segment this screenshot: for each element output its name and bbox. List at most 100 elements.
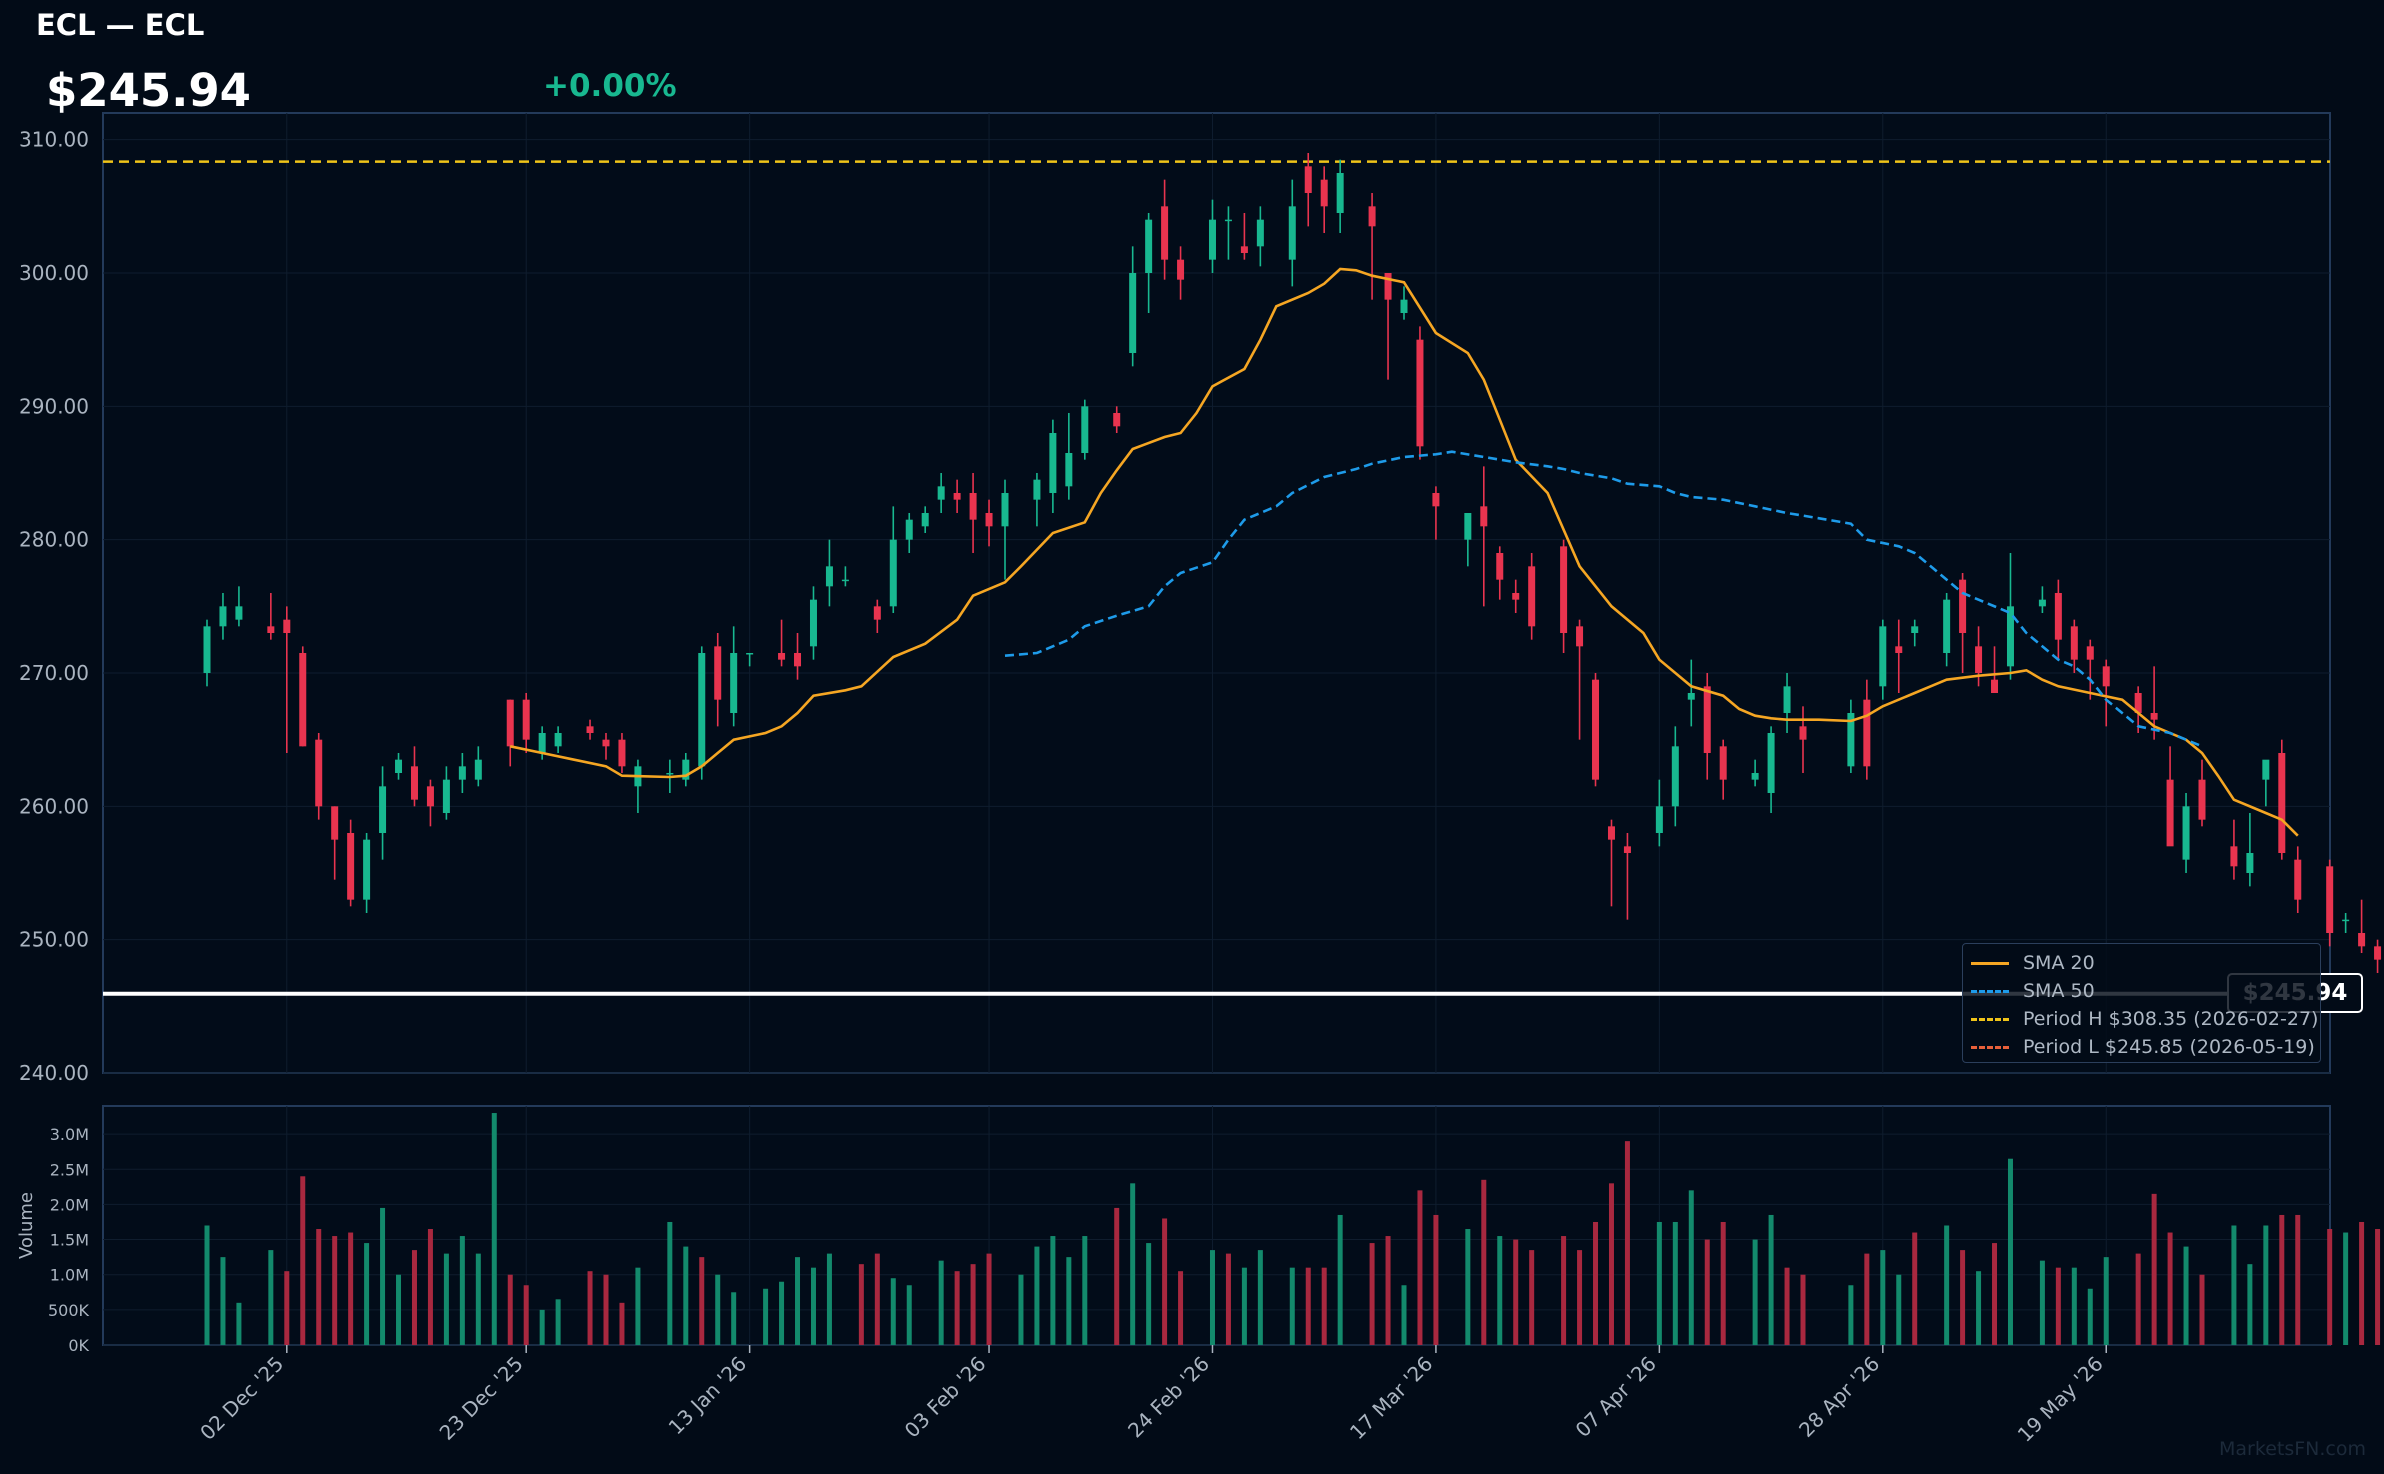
- candle-body-down: [347, 833, 355, 900]
- volume-tick-label: 500K: [48, 1301, 90, 1320]
- volume-bar-down: [1561, 1236, 1567, 1345]
- volume-bar-up: [779, 1281, 785, 1345]
- price-panel: 240.00 250.00 260.00 270.00 280.00 290.00 300.…: [19, 112, 2382, 1085]
- candle-body-up: [2182, 806, 2190, 860]
- volume-bar-down: [1577, 1250, 1583, 1345]
- candle-body-down: [2054, 593, 2062, 640]
- volume-bar-up: [1146, 1243, 1152, 1345]
- candle-body-down: [410, 766, 418, 800]
- volume-bar-down: [411, 1250, 417, 1345]
- volume-bar-up: [2007, 1158, 2013, 1345]
- candle-body-down: [1177, 259, 1185, 280]
- candle-body-up: [235, 606, 243, 620]
- candle-body-down: [506, 699, 514, 747]
- volume-bar-up: [1066, 1257, 1072, 1345]
- volume-bar-up: [1130, 1183, 1136, 1345]
- candle-body-up: [1081, 406, 1089, 453]
- legend-label: SMA 20: [2023, 952, 2095, 974]
- volume-bar-up: [1672, 1221, 1678, 1345]
- price-tick-label: 260.00: [19, 794, 89, 818]
- chart-title: ECL — ECL: [36, 8, 205, 42]
- x-axis: 02 Dec '25 23 Dec '25 13 Jan '26 03 Feb '26…: [195, 1345, 2108, 1447]
- volume-bar-down: [284, 1271, 290, 1345]
- volume-bar-up: [763, 1288, 769, 1345]
- volume-bar-down: [874, 1253, 880, 1345]
- candle-body-up: [1224, 219, 1232, 222]
- candle-body-down: [778, 653, 786, 660]
- volume-bar-up: [1241, 1267, 1247, 1345]
- candle-body-up: [363, 839, 371, 900]
- volume-bar-down: [1513, 1239, 1519, 1345]
- candle-body-up: [379, 786, 387, 833]
- candle-body-up: [2262, 759, 2270, 780]
- volume-bar-up: [1082, 1236, 1088, 1345]
- volume-bar-up: [1209, 1250, 1215, 1345]
- candle-body-down: [1304, 166, 1312, 193]
- candle-body-up: [1256, 219, 1264, 247]
- volume-bar-down: [348, 1232, 354, 1345]
- x-tick-label: 07 Apr '26: [1571, 1352, 1661, 1442]
- volume-bar-up: [683, 1246, 689, 1345]
- volume-bar-up: [810, 1267, 816, 1345]
- current-price: $245.94: [46, 64, 251, 117]
- candle-body-up: [889, 539, 897, 607]
- volume-bar-down: [316, 1229, 322, 1345]
- volume-bar-up: [236, 1302, 242, 1345]
- volume-bar-up: [2103, 1257, 2109, 1345]
- volume-bar-up: [1034, 1246, 1040, 1345]
- x-tick-label: 17 Mar '26: [1345, 1352, 1438, 1445]
- volume-bar-up: [1880, 1250, 1886, 1345]
- volume-bar-up: [1337, 1214, 1343, 1345]
- volume-bar-down: [1992, 1243, 1998, 1345]
- candle-body-down: [299, 653, 307, 747]
- candle-body-down: [2134, 693, 2142, 713]
- volume-bar-down: [1114, 1207, 1120, 1345]
- candle-body-down: [1703, 686, 1711, 753]
- volume-bar-down: [619, 1302, 625, 1345]
- volume-bar-up: [1944, 1225, 1950, 1345]
- candle-body-up: [841, 579, 849, 582]
- candle-body-down: [315, 739, 323, 807]
- volume-bar-up: [906, 1285, 912, 1345]
- legend-label: Period L $245.85 (2026-05-19): [2023, 1036, 2315, 1058]
- volume-bar-down: [1912, 1232, 1918, 1345]
- candle-body-up: [442, 779, 450, 813]
- candle-body-down: [969, 493, 977, 520]
- candle-body-up: [1783, 686, 1791, 713]
- volume-bar-down: [1225, 1253, 1231, 1345]
- volume-bar-up: [2071, 1267, 2077, 1345]
- candle-body-up: [1129, 273, 1137, 353]
- volume-bar-up: [826, 1253, 832, 1345]
- x-tick-label: 28 Apr '26: [1794, 1352, 1884, 1442]
- candle-body-down: [1895, 646, 1903, 653]
- volume-bar-up: [1465, 1229, 1471, 1345]
- volume-tick-label: 2.0M: [50, 1195, 89, 1214]
- candle-body-up: [1751, 773, 1759, 780]
- candle-body-up: [1847, 713, 1855, 767]
- candle-body-down: [1991, 679, 1999, 693]
- volume-bar-down: [332, 1236, 338, 1345]
- volume-tick-label: 0K: [68, 1336, 89, 1355]
- candle-body-up: [730, 653, 738, 713]
- volume-bar-down: [1305, 1267, 1311, 1345]
- volume-bar-down: [1385, 1236, 1391, 1345]
- volume-bar-down: [603, 1274, 609, 1345]
- volume-bar-up: [364, 1243, 370, 1345]
- volume-bar-up: [667, 1221, 673, 1345]
- candle-body-up: [1911, 626, 1919, 633]
- volume-bar-down: [2167, 1232, 2173, 1345]
- volume-bar-up: [1050, 1236, 1056, 1345]
- volume-bar-down: [699, 1257, 705, 1345]
- volume-panel: 0K 500K 1.0M 1.5M 2.0M 2.5M 3.0M Volume: [16, 1105, 2381, 1355]
- volume-bar-up: [491, 1113, 497, 1345]
- candle-body-up: [698, 653, 706, 767]
- volume-bar-up: [1688, 1190, 1694, 1345]
- candle-body-up: [1879, 626, 1887, 687]
- candle-body-down: [1416, 339, 1424, 447]
- chart-legend: SMA 20 SMA 50 Period H $308.35 (2026-02-27…: [1962, 943, 2321, 1063]
- volume-bar-down: [1178, 1271, 1184, 1345]
- price-tick-label: 280.00: [19, 528, 89, 552]
- volume-bar-down: [970, 1264, 976, 1345]
- volume-bar-down: [1800, 1274, 1806, 1345]
- volume-bar-down: [2135, 1253, 2141, 1345]
